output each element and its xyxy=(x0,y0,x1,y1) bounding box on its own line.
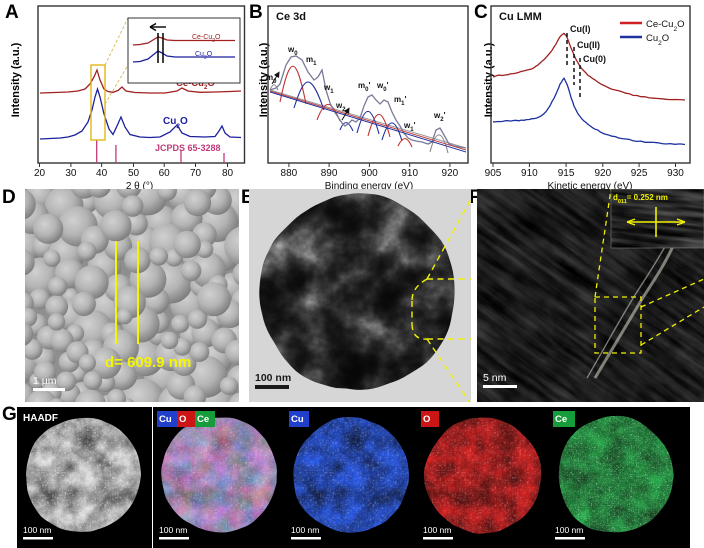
svg-text:Cu: Cu xyxy=(291,414,304,425)
svg-text:w2': w2' xyxy=(433,111,446,123)
svg-text:O: O xyxy=(179,414,186,425)
svg-text:920: 920 xyxy=(594,168,611,179)
svg-text:Cu2O: Cu2O xyxy=(163,116,188,130)
svg-text:915: 915 xyxy=(558,168,575,179)
svg-text:80: 80 xyxy=(222,168,234,179)
svg-text:m0': m0' xyxy=(358,81,370,93)
svg-text:100 nm: 100 nm xyxy=(291,525,319,535)
svg-text:930: 930 xyxy=(667,168,684,179)
svg-text:905: 905 xyxy=(485,168,502,179)
svg-text:Ce: Ce xyxy=(555,414,567,425)
svg-text:30: 30 xyxy=(65,168,77,179)
svg-text:Cu: Cu xyxy=(159,414,172,425)
svg-text:70: 70 xyxy=(190,168,202,179)
svg-text:100 nm: 100 nm xyxy=(159,525,187,535)
svg-text:m1: m1 xyxy=(306,55,317,67)
svg-text:5 nm: 5 nm xyxy=(483,372,507,384)
svg-text:Ce: Ce xyxy=(197,414,209,425)
svg-text:60: 60 xyxy=(159,168,171,179)
svg-text:w0: w0 xyxy=(287,45,298,57)
svg-text:O: O xyxy=(423,414,430,425)
svg-text:20: 20 xyxy=(34,168,46,179)
svg-text:880: 880 xyxy=(281,168,298,179)
svg-text:Cu LMM: Cu LMM xyxy=(499,11,542,23)
svg-text:Cu2O: Cu2O xyxy=(646,33,669,47)
svg-text:890: 890 xyxy=(321,168,338,179)
svg-text:50: 50 xyxy=(128,168,140,179)
svg-text:925: 925 xyxy=(631,168,648,179)
svg-text:Ce-Cu2O: Ce-Cu2O xyxy=(646,19,684,33)
svg-text:m1': m1' xyxy=(394,95,406,107)
svg-text:Ce 3d: Ce 3d xyxy=(276,11,306,23)
svg-text:Cu(I): Cu(I) xyxy=(570,24,591,34)
svg-text:920: 920 xyxy=(442,168,459,179)
svg-text:100 nm: 100 nm xyxy=(555,525,583,535)
svg-text:900: 900 xyxy=(361,168,378,179)
svg-text:JCPDS 65-3288: JCPDS 65-3288 xyxy=(155,143,221,153)
svg-text:w1: w1 xyxy=(323,83,334,95)
svg-text:Cu(II): Cu(II) xyxy=(577,40,600,50)
svg-text:Cu(0): Cu(0) xyxy=(583,54,606,64)
svg-text:d= 609.9 nm: d= 609.9 nm xyxy=(105,354,191,371)
svg-text:100 nm: 100 nm xyxy=(23,525,51,535)
svg-text:HAADF: HAADF xyxy=(23,413,58,424)
svg-text:40: 40 xyxy=(96,168,108,179)
svg-text:910: 910 xyxy=(521,168,538,179)
svg-text:100 nm: 100 nm xyxy=(423,525,451,535)
svg-text:w0': w0' xyxy=(376,81,389,93)
svg-text:910: 910 xyxy=(401,168,418,179)
svg-text:1 µm: 1 µm xyxy=(33,375,57,387)
svg-text:100 nm: 100 nm xyxy=(255,372,291,384)
